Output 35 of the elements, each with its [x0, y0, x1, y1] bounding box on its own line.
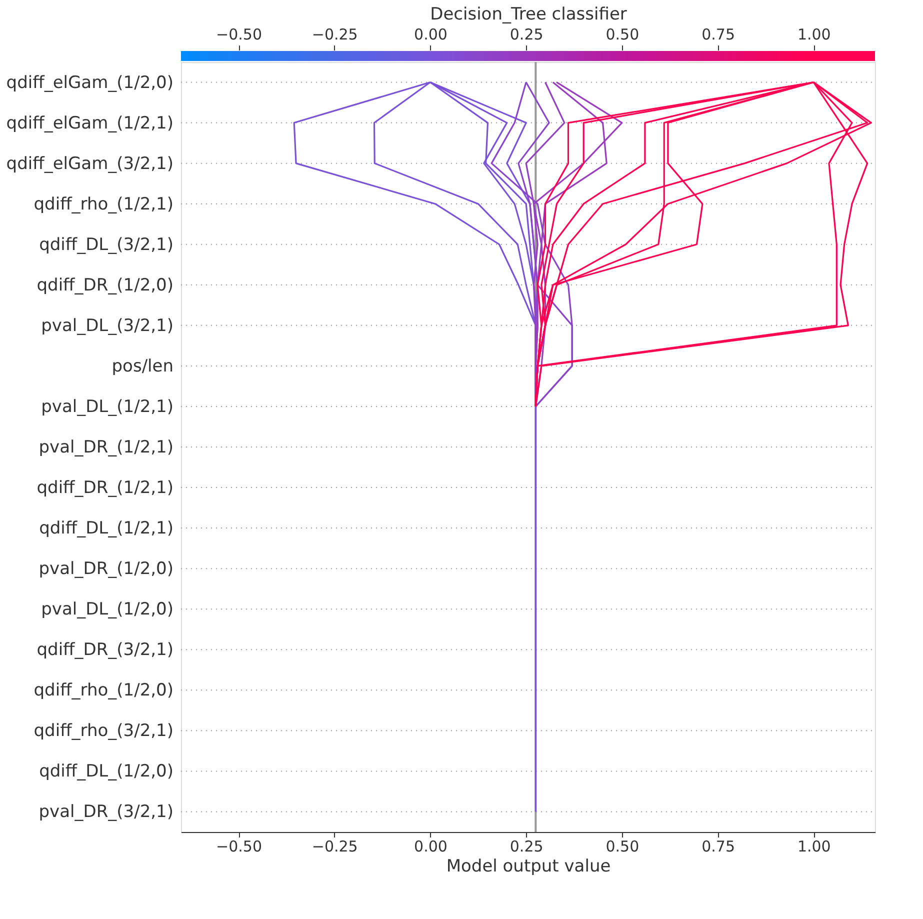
x-axis-title: Model output value [446, 856, 611, 876]
y-tick-label: qdiff_DR_(1/2,0) [36, 275, 174, 296]
y-tick-label: qdiff_rho_(3/2,1) [34, 721, 174, 742]
x2-tick-label: 0.00 [414, 26, 448, 44]
x2-tick-label: 1.00 [797, 26, 831, 44]
y-tick-label: pval_DR_(1/2,1) [38, 438, 174, 458]
x2-tick-label: 0.50 [606, 26, 640, 44]
y-tick-label: qdiff_DL_(1/2,0) [39, 762, 174, 782]
x-tick-label: −0.50 [216, 838, 262, 856]
y-tick-label: pval_DR_(3/2,1) [38, 802, 174, 822]
y-tick-label: pval_DR_(1/2,0) [38, 559, 174, 580]
x-tick-label: 0.25 [510, 838, 544, 856]
x2-axis-title: Decision_Tree classifier [430, 4, 627, 24]
x-tick-label: 0.75 [702, 838, 735, 856]
x2-tick-label: 0.25 [510, 26, 544, 44]
y-tick-label: qdiff_rho_(1/2,0) [34, 680, 174, 701]
y-tick-label: qdiff_elGam_(3/2,1) [6, 154, 174, 174]
x2-tick-label: 0.75 [702, 26, 735, 44]
y-tick-label: pval_DL_(3/2,1) [41, 316, 174, 336]
y-tick-label: qdiff_elGam_(1/2,0) [6, 72, 174, 93]
x-tick-label: 0.50 [606, 838, 640, 856]
x-tick-label: −0.25 [312, 838, 358, 856]
x-tick-label: 1.00 [797, 838, 831, 856]
y-tick-label: qdiff_DR_(3/2,1) [36, 640, 174, 660]
x-tick-label: 0.00 [414, 838, 448, 856]
y-tick-label: pval_DL_(1/2,0) [41, 600, 174, 620]
y-tick-label: qdiff_elGam_(1/2,1) [6, 113, 174, 134]
y-tick-label: qdiff_DR_(1/2,1) [36, 478, 174, 498]
x2-tick-label: −0.25 [312, 26, 358, 44]
y-tick-label: qdiff_DL_(1/2,1) [39, 518, 174, 539]
y-tick-label: qdiff_DL_(3/2,1) [39, 234, 174, 255]
x2-tick-label: −0.50 [216, 26, 262, 44]
y-tick-label: qdiff_rho_(1/2,1) [34, 194, 174, 214]
y-tick-label: pos/len [112, 356, 174, 376]
y-tick-label: pval_DL_(1/2,1) [41, 396, 174, 417]
